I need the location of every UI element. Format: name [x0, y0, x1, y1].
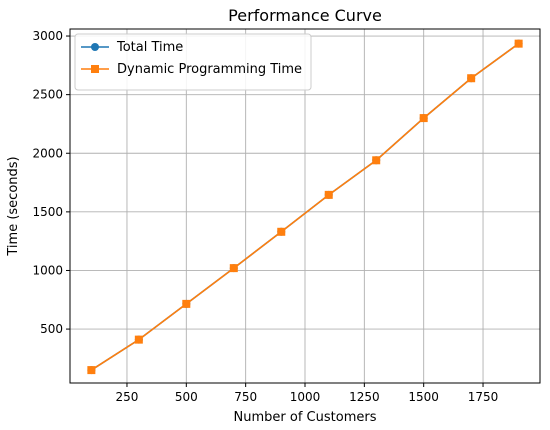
legend-label: Total Time — [116, 40, 183, 55]
data-point — [134, 335, 143, 344]
data-point — [419, 114, 428, 123]
legend: Total Time Dynamic Programming Time — [74, 33, 312, 91]
data-point — [467, 74, 476, 83]
series-layer — [87, 39, 523, 375]
x-tick-label: 750 — [234, 390, 257, 404]
series-dp-time — [87, 39, 523, 375]
y-tick-label: 1000 — [32, 263, 63, 277]
x-axis-label: Number of Customers — [234, 410, 377, 425]
x-tick-label: 250 — [116, 390, 139, 404]
data-point — [182, 299, 191, 308]
data-point — [229, 264, 238, 273]
legend-item: Total Time — [81, 40, 183, 55]
y-tick-label: 500 — [40, 322, 63, 336]
legend-box — [74, 33, 312, 91]
y-tick-label: 2000 — [32, 146, 63, 160]
x-tick-label: 1000 — [290, 390, 321, 404]
data-point — [87, 366, 96, 375]
x-tick-label: 1250 — [349, 390, 380, 404]
y-tick-label: 2500 — [32, 88, 63, 102]
data-point — [324, 190, 333, 199]
chart-title: Performance Curve — [228, 6, 382, 25]
data-point — [277, 227, 286, 236]
x-tick-label: 1500 — [408, 390, 439, 404]
data-point — [514, 39, 523, 48]
x-axis: 250 500 750 1000 1250 1500 1750 — [116, 383, 499, 404]
legend-item: Dynamic Programming Time — [81, 62, 302, 77]
legend-marker — [91, 43, 99, 51]
y-tick-label: 1500 — [32, 205, 63, 219]
y-axis-label: Time (seconds) — [6, 156, 21, 256]
series-line — [90, 43, 520, 371]
y-axis: 500 1000 1500 2000 2500 3000 — [32, 29, 70, 336]
data-point — [372, 156, 381, 165]
x-tick-label: 1750 — [468, 390, 499, 404]
y-tick-label: 3000 — [32, 29, 63, 43]
legend-marker — [91, 65, 99, 73]
legend-label: Dynamic Programming Time — [117, 62, 302, 77]
x-tick-label: 500 — [175, 390, 198, 404]
